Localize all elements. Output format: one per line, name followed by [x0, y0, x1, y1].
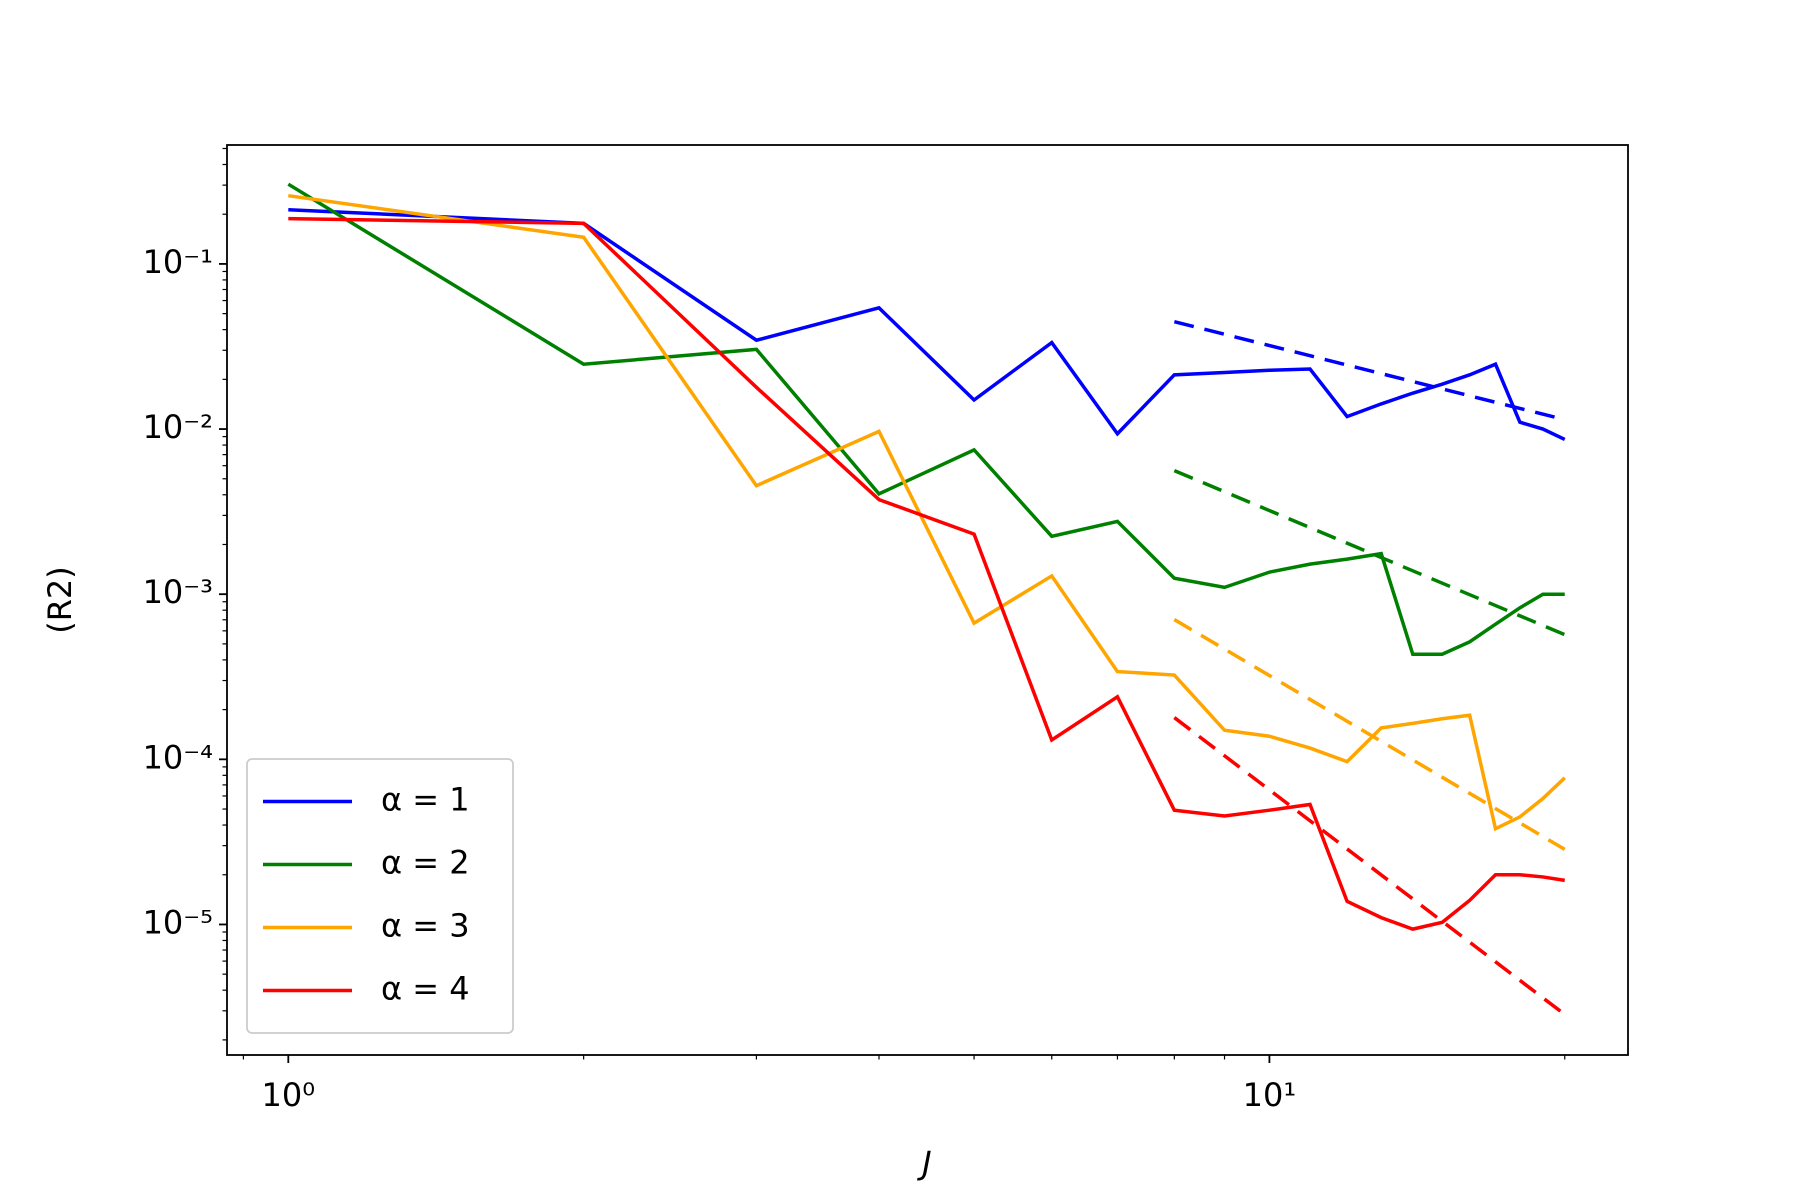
series-line — [287, 182, 1565, 656]
fit-line — [1173, 716, 1566, 1016]
y-tick-label: 10⁻⁴ — [143, 738, 213, 776]
legend-label: α = 4 — [381, 970, 470, 1008]
plot-frame — [226, 144, 1629, 1056]
y-tick-label: 10⁻³ — [143, 573, 213, 611]
series-line — [288, 207, 1566, 442]
fit-line — [1173, 618, 1566, 851]
legend-label: α = 1 — [381, 781, 470, 819]
series-line — [288, 216, 1566, 931]
y-tick-label: 10⁻² — [143, 408, 213, 446]
x-tick-label: 10¹ — [1243, 1076, 1297, 1114]
legend-label: α = 3 — [381, 907, 470, 945]
y-tick-label: 10⁻⁵ — [143, 903, 213, 941]
fit-line — [1173, 469, 1566, 637]
legend-box — [246, 758, 514, 1034]
y-tick-label: 10⁻¹ — [143, 243, 213, 281]
y-axis-label: (R2) — [41, 566, 79, 634]
series-line — [288, 193, 1566, 832]
x-tick-label: 10⁰ — [262, 1076, 316, 1114]
legend-label: α = 2 — [381, 844, 470, 882]
fit-line — [1173, 319, 1566, 422]
